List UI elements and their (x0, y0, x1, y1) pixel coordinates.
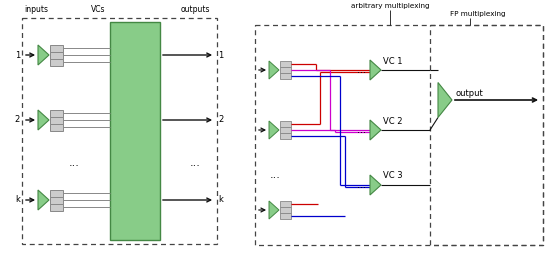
Text: k: k (15, 196, 20, 205)
Text: ...: ... (358, 65, 366, 75)
Bar (255, 25, 543, 245)
Bar (50, 59, 63, 66)
Bar (280, 133, 291, 139)
Bar (280, 67, 291, 73)
Text: ...: ... (358, 180, 366, 190)
Bar (110, 22, 160, 240)
Polygon shape (370, 120, 381, 140)
Bar (280, 207, 291, 213)
Polygon shape (269, 201, 279, 219)
Bar (50, 189, 63, 197)
Bar (22, 18, 217, 244)
Text: 2: 2 (15, 115, 20, 124)
Text: VC 3: VC 3 (383, 172, 403, 180)
Text: VC 1: VC 1 (383, 57, 403, 66)
Bar (280, 201, 291, 207)
Bar (50, 123, 63, 131)
Text: 2: 2 (218, 115, 223, 124)
Polygon shape (38, 110, 49, 130)
Text: inputs: inputs (24, 5, 48, 14)
Bar (280, 73, 291, 79)
Text: output: output (455, 89, 483, 98)
Text: ...: ... (69, 158, 79, 168)
Bar (280, 213, 291, 219)
Polygon shape (370, 175, 381, 195)
Polygon shape (38, 45, 49, 65)
Bar (50, 45, 63, 51)
Text: ...: ... (190, 158, 200, 168)
Text: k: k (218, 196, 223, 205)
Bar (280, 121, 291, 127)
Polygon shape (38, 190, 49, 210)
Text: ...: ... (270, 170, 280, 180)
Polygon shape (269, 61, 279, 79)
Text: outputs: outputs (180, 5, 210, 14)
Bar (50, 204, 63, 210)
Polygon shape (438, 82, 452, 118)
Text: 1: 1 (218, 50, 223, 59)
Bar (50, 197, 63, 204)
Bar (430, 25, 543, 245)
Bar (50, 116, 63, 123)
Polygon shape (269, 121, 279, 139)
Bar (50, 110, 63, 116)
Text: arbitrary multiplexing: arbitrary multiplexing (351, 3, 430, 9)
Text: FP multiplexing: FP multiplexing (450, 11, 506, 17)
Bar (280, 127, 291, 133)
Text: VC 2: VC 2 (383, 116, 403, 125)
Text: 1: 1 (15, 50, 20, 59)
Bar (280, 61, 291, 67)
Bar (50, 51, 63, 59)
Text: VCs: VCs (91, 5, 105, 14)
Polygon shape (370, 60, 381, 80)
Text: ...: ... (358, 125, 366, 135)
